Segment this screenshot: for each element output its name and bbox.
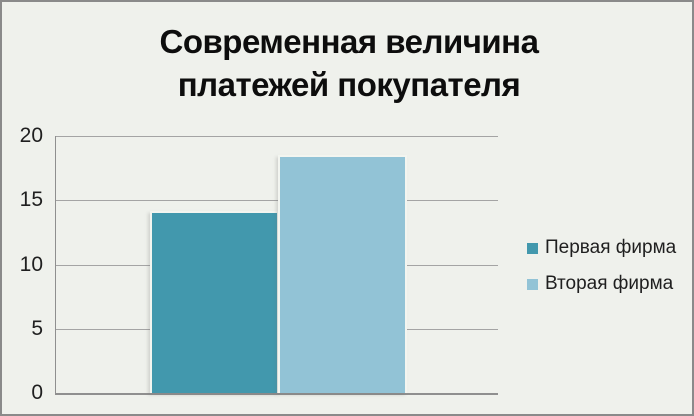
chart-title: Современная величина платежей покупателя (159, 23, 539, 103)
plot-area (55, 136, 498, 395)
y-axis-tick-label: 0 (31, 381, 43, 404)
bar-1 (150, 211, 279, 393)
legend-label: Первая фирма (545, 237, 677, 258)
legend-item: Первая фирма (527, 230, 676, 266)
y-axis-tick-label: 20 (19, 124, 43, 147)
legend-swatch-icon (527, 278, 538, 290)
gridline (56, 200, 498, 201)
y-axis-tick-label: 10 (19, 253, 43, 276)
y-axis-tick-label: 5 (31, 317, 43, 340)
legend-label: Вторая фирма (545, 273, 674, 294)
y-axis-tick-label: 15 (19, 188, 43, 211)
legend-swatch-icon (527, 242, 538, 254)
bar-2 (278, 155, 407, 393)
legend: Первая фирма Вторая фирма (527, 230, 676, 302)
legend-item: Вторая фирма (527, 266, 676, 302)
gridline (56, 136, 498, 137)
